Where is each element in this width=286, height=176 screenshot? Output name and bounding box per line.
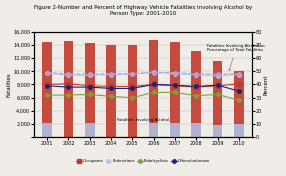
Bar (213, 125, 223, 137)
Bar (149, 123, 158, 137)
Bar (149, 40, 158, 137)
Legend: Occupants, Pedestrians, Pedalcyclists, Others/unknown: Occupants, Pedestrians, Pedalcyclists, O… (74, 158, 212, 165)
Bar (170, 42, 180, 137)
Bar (85, 43, 94, 137)
Bar (192, 51, 201, 137)
Bar (63, 41, 73, 137)
Text: Figure 2-Number and Percent of Highway Vehicle Fatalities Involving Alcohol by
P: Figure 2-Number and Percent of Highway V… (34, 5, 252, 16)
Bar (106, 45, 116, 137)
Bar (192, 123, 201, 137)
Bar (42, 42, 52, 137)
Text: Fatalities Involving Alcohol as
Percentage of Total Fatalities: Fatalities Involving Alcohol as Percenta… (207, 44, 265, 71)
Bar (234, 124, 244, 137)
Bar (42, 123, 52, 137)
Bar (234, 71, 244, 137)
Bar (170, 123, 180, 137)
Bar (85, 123, 94, 137)
Bar (213, 61, 223, 137)
Y-axis label: Fatalities: Fatalities (7, 72, 12, 97)
Text: Fatalities Involving Alcohol: Fatalities Involving Alcohol (117, 118, 169, 122)
Bar (128, 45, 137, 137)
Y-axis label: Percent: Percent (263, 74, 269, 95)
